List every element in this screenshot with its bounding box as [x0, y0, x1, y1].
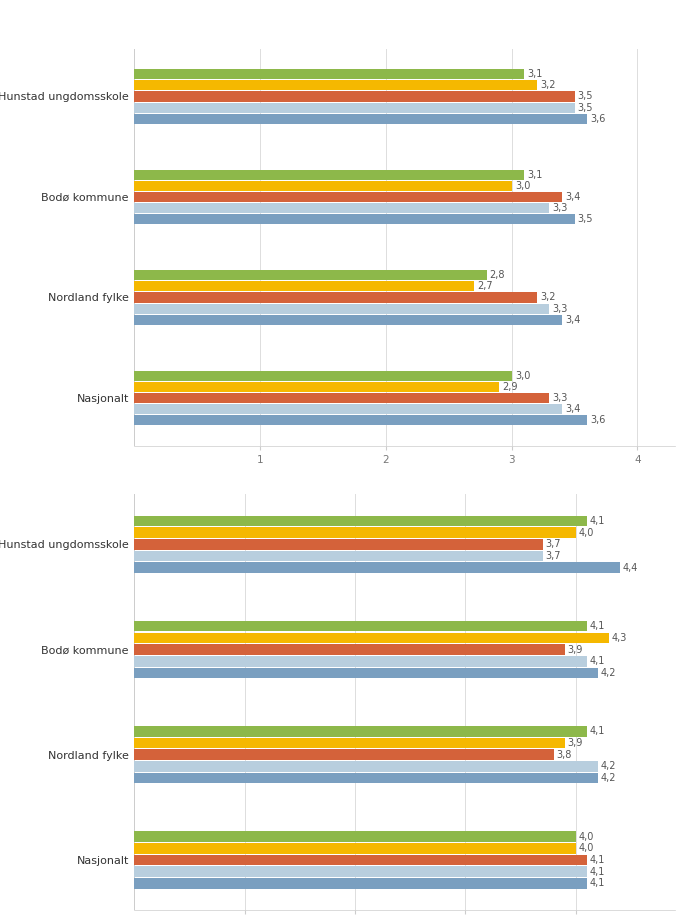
- Bar: [134, 562, 620, 573]
- Bar: [134, 644, 565, 655]
- Bar: [134, 370, 512, 380]
- Text: 4,1: 4,1: [590, 867, 605, 877]
- Text: 3,5: 3,5: [578, 103, 593, 113]
- Bar: [134, 415, 587, 425]
- Text: 4,1: 4,1: [590, 516, 605, 526]
- Bar: [134, 528, 576, 538]
- Text: 3,7: 3,7: [546, 539, 561, 550]
- Text: 4,1: 4,1: [590, 726, 605, 736]
- Text: 2,8: 2,8: [490, 270, 505, 280]
- Text: 3,4: 3,4: [565, 404, 581, 414]
- Bar: [134, 80, 537, 90]
- Bar: [134, 667, 598, 678]
- Text: 4,4: 4,4: [623, 562, 638, 573]
- Text: Matematikk skriftlig eksamen >: Matematikk skriftlig eksamen >: [8, 20, 248, 34]
- Bar: [134, 831, 576, 842]
- Bar: [134, 761, 598, 772]
- Text: 3,5: 3,5: [578, 91, 593, 101]
- Text: 3,5: 3,5: [578, 214, 593, 224]
- Bar: [134, 726, 587, 737]
- Text: 3,3: 3,3: [553, 393, 568, 403]
- Text: 3,4: 3,4: [565, 315, 581, 324]
- Text: 3,3: 3,3: [553, 303, 568, 313]
- Bar: [134, 91, 575, 101]
- Text: 2,9: 2,9: [502, 381, 517, 391]
- Bar: [134, 103, 575, 113]
- Bar: [134, 855, 587, 865]
- Bar: [134, 169, 524, 180]
- Text: 3,2: 3,2: [540, 292, 555, 302]
- Bar: [134, 550, 543, 562]
- Text: 4,3: 4,3: [612, 633, 627, 643]
- Text: 2,7: 2,7: [477, 281, 493, 291]
- Text: 3,6: 3,6: [590, 415, 606, 425]
- Text: 4,1: 4,1: [590, 656, 605, 666]
- Text: 4,0: 4,0: [579, 844, 594, 853]
- Bar: [134, 303, 549, 313]
- Bar: [134, 656, 587, 666]
- Bar: [134, 214, 575, 224]
- Bar: [134, 749, 554, 760]
- Bar: [134, 867, 587, 877]
- Text: 3,9: 3,9: [568, 644, 583, 654]
- Text: 4,2: 4,2: [601, 773, 616, 783]
- Text: 4,1: 4,1: [590, 879, 605, 889]
- Bar: [134, 516, 587, 527]
- Bar: [134, 404, 562, 414]
- Text: 3,0: 3,0: [515, 181, 531, 191]
- Bar: [134, 738, 565, 748]
- Text: 4,2: 4,2: [601, 761, 616, 771]
- Bar: [134, 181, 512, 191]
- Bar: [134, 878, 587, 889]
- Bar: [134, 314, 562, 325]
- Text: 4,1: 4,1: [590, 855, 605, 865]
- Text: 3,1: 3,1: [527, 170, 543, 179]
- Text: 4,1: 4,1: [590, 621, 605, 631]
- Bar: [134, 773, 598, 783]
- Bar: [134, 281, 474, 291]
- Text: 3,6: 3,6: [590, 114, 606, 124]
- Bar: [134, 843, 576, 854]
- Bar: [134, 292, 537, 302]
- Text: 3,2: 3,2: [540, 80, 555, 90]
- Text: 4,0: 4,0: [579, 832, 594, 842]
- Bar: [134, 192, 562, 202]
- Text: 3,7: 3,7: [546, 551, 561, 561]
- Text: 3,1: 3,1: [527, 69, 543, 79]
- Bar: [134, 114, 587, 124]
- Bar: [134, 393, 549, 403]
- Text: 3,9: 3,9: [568, 738, 583, 748]
- Bar: [134, 381, 499, 391]
- Text: 3,4: 3,4: [565, 192, 581, 202]
- Bar: [134, 632, 609, 643]
- Text: 3,8: 3,8: [557, 750, 572, 760]
- Text: Matematikk muntlig eksamen >: Matematikk muntlig eksamen >: [8, 466, 247, 480]
- Bar: [134, 270, 486, 280]
- Text: 3,0: 3,0: [515, 370, 531, 380]
- Bar: [134, 621, 587, 631]
- Text: 4,2: 4,2: [601, 668, 616, 678]
- Bar: [134, 69, 524, 79]
- Text: 3,3: 3,3: [553, 203, 568, 213]
- Bar: [134, 539, 543, 550]
- Text: 4,0: 4,0: [579, 528, 594, 538]
- Bar: [134, 203, 549, 213]
